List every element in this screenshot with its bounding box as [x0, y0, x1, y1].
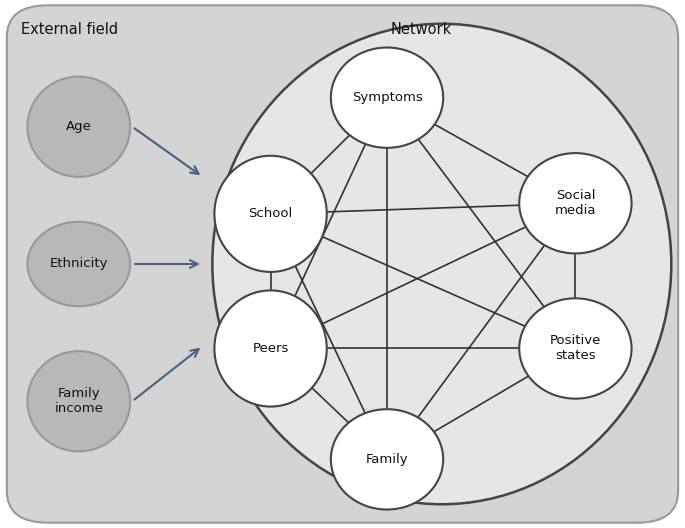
Ellipse shape: [212, 24, 671, 504]
Text: Family
income: Family income: [54, 387, 103, 416]
Ellipse shape: [214, 290, 327, 407]
Text: Family: Family: [366, 453, 408, 466]
Ellipse shape: [27, 222, 130, 306]
Text: External field: External field: [21, 22, 118, 36]
Ellipse shape: [27, 77, 130, 177]
Text: Network: Network: [390, 22, 452, 36]
Text: Symptoms: Symptoms: [351, 91, 423, 104]
Text: Social
media: Social media: [555, 189, 596, 218]
FancyBboxPatch shape: [7, 5, 678, 523]
Ellipse shape: [214, 156, 327, 272]
Ellipse shape: [519, 153, 632, 253]
Ellipse shape: [331, 409, 443, 510]
Text: Ethnicity: Ethnicity: [49, 258, 108, 270]
Text: Age: Age: [66, 120, 92, 133]
Text: Positive
states: Positive states: [549, 334, 601, 363]
Ellipse shape: [331, 48, 443, 148]
Text: Peers: Peers: [252, 342, 289, 355]
Ellipse shape: [27, 351, 130, 451]
Text: School: School: [249, 208, 292, 220]
Ellipse shape: [519, 298, 632, 399]
